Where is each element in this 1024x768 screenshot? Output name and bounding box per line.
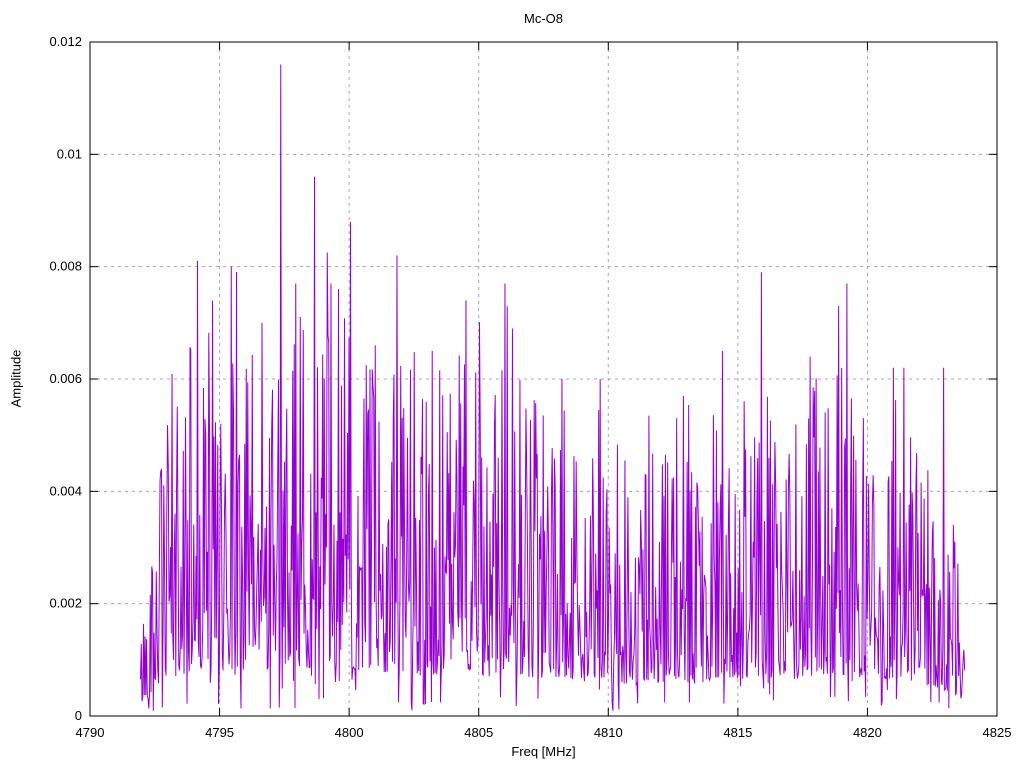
svg-text:4815: 4815 bbox=[723, 725, 752, 740]
svg-text:0.004: 0.004 bbox=[49, 483, 82, 498]
svg-text:4805: 4805 bbox=[464, 725, 493, 740]
x-axis-label: Freq [MHz] bbox=[511, 744, 576, 759]
svg-text:4800: 4800 bbox=[335, 725, 364, 740]
data-series bbox=[140, 64, 966, 711]
tick-labels: 4790 4795 4800 4805 4810 4815 4820 4825 0 0.002 0.… bbox=[49, 34, 1011, 740]
svg-text:0.002: 0.002 bbox=[49, 596, 82, 611]
svg-text:4810: 4810 bbox=[594, 725, 623, 740]
svg-text:4825: 4825 bbox=[983, 725, 1012, 740]
chart-title: Mc-O8 bbox=[524, 11, 563, 26]
svg-text:0.008: 0.008 bbox=[49, 259, 82, 274]
svg-text:4820: 4820 bbox=[853, 725, 882, 740]
plot-border bbox=[89, 41, 998, 717]
svg-text:0.006: 0.006 bbox=[49, 371, 82, 386]
svg-text:0.012: 0.012 bbox=[49, 34, 82, 49]
svg-text:4790: 4790 bbox=[76, 725, 105, 740]
svg-text:0: 0 bbox=[75, 708, 82, 723]
svg-text:0.01: 0.01 bbox=[57, 146, 82, 161]
svg-text:4795: 4795 bbox=[205, 725, 234, 740]
